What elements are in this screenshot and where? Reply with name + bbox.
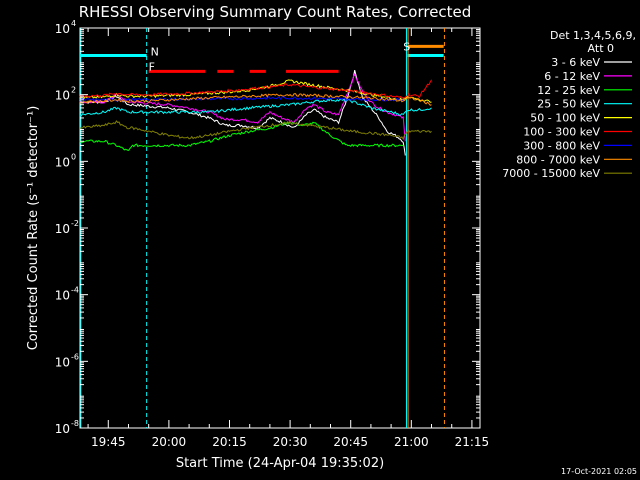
x-tick-label: 20:45 xyxy=(333,435,368,449)
legend-header-line2: Att 0 xyxy=(588,42,614,55)
series-line-7000-15000-kev xyxy=(79,120,432,141)
legend-label: 7000 - 15000 keV xyxy=(502,167,600,180)
series-line-300-800-kev xyxy=(79,96,404,103)
x-axis: 19:45 20:00 20:15 20:30 20:45 21:00 21:15 xyxy=(87,28,490,449)
y-tick-exponent: 2 xyxy=(71,86,76,95)
y-tick-exponent: -2 xyxy=(71,219,79,228)
x-axis-label: Start Time (24-Apr-04 19:35:02) xyxy=(176,456,384,471)
x-tick-label: 20:15 xyxy=(212,435,247,449)
legend-label: 25 - 50 keV xyxy=(537,98,600,111)
y-tick-exponent: 0 xyxy=(71,152,76,161)
y-tick-label: 10 xyxy=(55,155,70,169)
annotations: NF S xyxy=(149,40,411,73)
plot-area: NF S xyxy=(79,27,481,429)
y-tick-label: 10 xyxy=(55,289,70,303)
legend-label: 6 - 12 keV xyxy=(544,70,600,83)
series-line-100-300-kev xyxy=(79,79,432,99)
legend-label: 300 - 800 keV xyxy=(523,139,600,152)
y-axis-label: Corrected Count Rate (s⁻¹ detector⁻¹) xyxy=(26,106,41,351)
series-lines xyxy=(79,69,432,156)
series-line-25-50-kev xyxy=(79,97,432,117)
observing-bands xyxy=(80,44,444,73)
annotation-f: F xyxy=(149,60,155,73)
x-tick-label: 19:45 xyxy=(91,435,126,449)
series-line-800-7000-kev xyxy=(79,93,432,106)
x-tick-label: 21:00 xyxy=(394,435,429,449)
y-tick-label: 10 xyxy=(55,22,70,36)
y-tick-label: 10 xyxy=(55,422,70,436)
series-line-6-12-kev xyxy=(79,73,406,142)
y-tick-exponent: 4 xyxy=(71,19,76,28)
y-tick-label: 10 xyxy=(55,355,70,369)
annotation-s: S xyxy=(403,40,410,53)
y-tick-label: 10 xyxy=(55,222,70,236)
series-line-50-100-kev xyxy=(79,79,432,103)
chart-title: RHESSI Observing Summary Count Rates, Co… xyxy=(79,3,472,21)
x-tick-label: 20:30 xyxy=(273,435,308,449)
legend-label: 3 - 6 keV xyxy=(551,56,600,69)
footer-date: 17-Oct-2021 02:05 xyxy=(561,467,637,476)
series-line-12-25-kev xyxy=(79,121,404,151)
legend-header-line1: Det 1,3,4,5,6,9, xyxy=(550,29,636,42)
legend-label: 100 - 300 keV xyxy=(523,126,600,139)
y-tick-label: 10 xyxy=(55,89,70,103)
y-tick-exponent: -8 xyxy=(71,419,79,428)
legend-label: 12 - 25 keV xyxy=(537,84,600,97)
x-tick-label: 20:00 xyxy=(152,435,187,449)
y-tick-exponent: -6 xyxy=(71,352,79,361)
x-tick-label: 21:15 xyxy=(455,435,490,449)
legend-label: 50 - 100 keV xyxy=(530,112,600,125)
y-tick-exponent: -4 xyxy=(71,286,79,295)
legend-label: 800 - 7000 keV xyxy=(516,153,600,166)
annotation-n: N xyxy=(151,45,159,58)
